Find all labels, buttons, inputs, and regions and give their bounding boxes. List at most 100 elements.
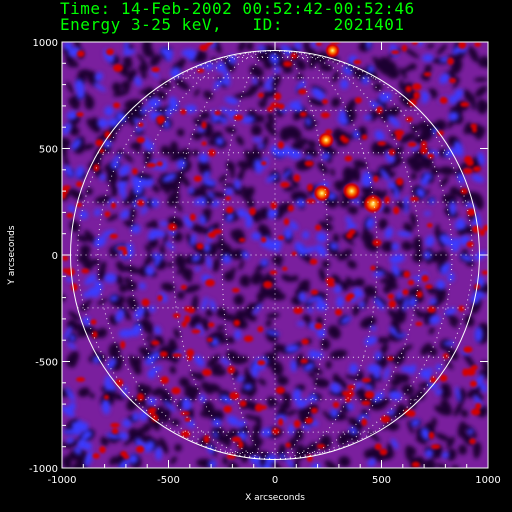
noise-dark — [159, 244, 165, 256]
noise-dark — [112, 90, 130, 97]
noise-red — [223, 405, 232, 413]
noise-blue — [120, 209, 130, 219]
noise-dark — [164, 149, 172, 156]
noise-dark — [481, 360, 488, 375]
noise-dark — [193, 88, 200, 97]
noise-dark — [382, 205, 391, 215]
noise-red — [172, 313, 181, 319]
noise-dark — [318, 267, 326, 282]
noise-red — [66, 212, 73, 219]
noise-red — [408, 98, 417, 107]
noise-red — [136, 137, 145, 144]
noise-blue — [389, 254, 405, 264]
noise-dark — [463, 353, 476, 369]
noise-dark — [301, 137, 309, 144]
noise-dark — [156, 90, 167, 100]
noise-red — [334, 308, 343, 316]
noise-dark — [140, 73, 148, 79]
noise-dark — [119, 295, 126, 305]
noise-red — [191, 329, 201, 334]
noise-dark — [420, 343, 432, 356]
noise-blue — [402, 297, 409, 312]
noise-blue — [428, 197, 436, 205]
noise-dark — [258, 378, 267, 386]
noise-red — [81, 268, 90, 274]
noise-dark — [106, 214, 119, 222]
noise-dark — [334, 375, 348, 389]
noise-red — [76, 112, 84, 117]
noise-red — [426, 223, 433, 228]
noise-blue — [373, 371, 381, 379]
noise-red — [470, 380, 478, 388]
noise-dark — [399, 67, 408, 80]
noise-blue — [81, 430, 93, 440]
noise-red — [214, 110, 221, 116]
noise-dark — [445, 71, 461, 82]
noise-blue — [383, 366, 390, 381]
noise-dark — [406, 156, 414, 165]
noise-blue — [367, 458, 376, 467]
noise-blue — [252, 77, 258, 85]
noise-blue — [303, 362, 315, 372]
noise-blue — [408, 296, 417, 308]
noise-blue — [459, 254, 473, 262]
noise-red — [71, 283, 78, 292]
noise-dark — [87, 94, 93, 102]
noise-red — [415, 321, 423, 327]
noise-dark — [174, 78, 190, 91]
noise-red — [201, 141, 207, 146]
noise-dark — [227, 336, 235, 344]
longitude-line — [76, 50, 276, 460]
noise-blue — [353, 288, 364, 298]
noise-dark — [290, 190, 308, 203]
noise-red — [105, 48, 114, 56]
noise-blue — [66, 111, 78, 120]
noise-dark — [266, 287, 282, 296]
noise-blue — [236, 375, 245, 382]
noise-dark — [412, 236, 423, 252]
noise-red — [104, 211, 111, 218]
noise-red — [373, 175, 379, 183]
noise-red — [99, 446, 106, 454]
noise-red — [471, 408, 481, 416]
noise-blue — [374, 297, 385, 310]
noise-dark — [255, 415, 262, 427]
noise-red — [238, 238, 246, 243]
noise-red — [172, 353, 182, 358]
noise-dark — [259, 285, 270, 298]
noise-red — [116, 246, 127, 251]
noise-red — [113, 102, 121, 109]
noise-blue — [122, 419, 132, 428]
noise-dark — [216, 368, 227, 377]
noise-dark — [141, 318, 154, 335]
noise-blue — [269, 52, 279, 65]
noise-blue — [387, 181, 397, 189]
noise-red — [160, 376, 169, 385]
noise-blue — [108, 118, 119, 127]
noise-dark — [460, 409, 469, 418]
noise-blue — [99, 173, 106, 181]
noise-blue — [132, 412, 139, 422]
noise-red — [263, 281, 273, 289]
noise-dark — [238, 259, 245, 271]
noise-blue — [148, 305, 156, 313]
noise-dark — [258, 207, 270, 220]
noise-blue — [474, 290, 486, 298]
noise-dark — [143, 150, 153, 159]
noise-dark — [158, 437, 169, 454]
noise-blue — [349, 426, 358, 435]
noise-blue — [422, 54, 434, 62]
noise-blue — [316, 232, 327, 243]
noise-dark — [82, 143, 95, 151]
longitude-line — [274, 50, 329, 460]
noise-blue — [311, 87, 326, 101]
noise-blue — [160, 47, 174, 58]
noise-dark — [194, 50, 208, 63]
noise-blue — [66, 342, 77, 350]
noise-blue — [292, 388, 301, 401]
noise-dark — [432, 417, 437, 426]
noise-dark — [115, 356, 124, 365]
noise-dark — [77, 69, 91, 78]
noise-dark — [407, 420, 414, 435]
noise-dark — [273, 343, 282, 354]
